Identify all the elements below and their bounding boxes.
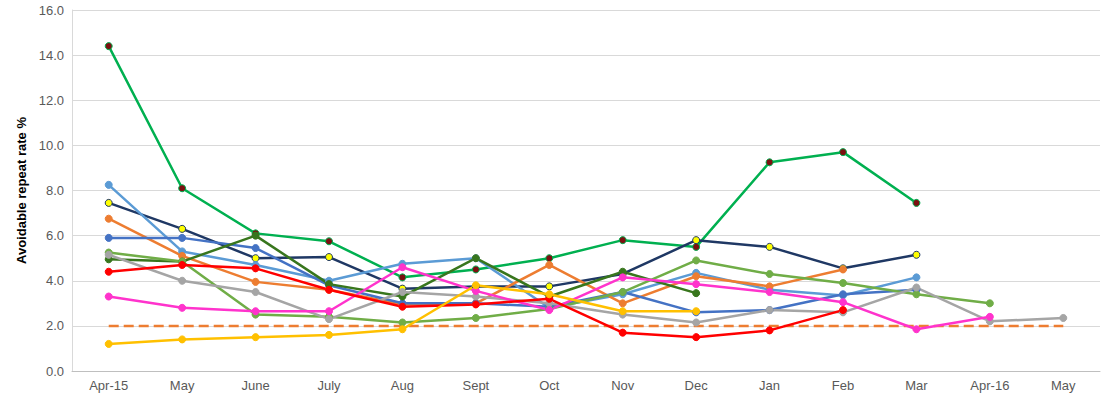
svg-text:12.0: 12.0 <box>39 93 64 108</box>
svg-text:2.0: 2.0 <box>46 318 64 333</box>
svg-text:8.0: 8.0 <box>46 183 64 198</box>
svg-text:Aug: Aug <box>391 378 414 393</box>
svg-text:Feb: Feb <box>832 378 854 393</box>
svg-text:Dec: Dec <box>685 378 709 393</box>
svg-text:0.0: 0.0 <box>46 364 64 379</box>
svg-text:Apr-16: Apr-16 <box>970 378 1009 393</box>
svg-text:Jan: Jan <box>759 378 780 393</box>
svg-text:Oct: Oct <box>539 378 560 393</box>
svg-text:May: May <box>170 378 195 393</box>
svg-text:14.0: 14.0 <box>39 48 64 63</box>
svg-text:Mar: Mar <box>905 378 928 393</box>
svg-text:6.0: 6.0 <box>46 228 64 243</box>
svg-text:July: July <box>317 378 341 393</box>
svg-text:Nov: Nov <box>611 378 635 393</box>
svg-text:June: June <box>241 378 269 393</box>
svg-text:Avoidable repeat rate %: Avoidable repeat rate % <box>14 117 29 264</box>
svg-text:Sept: Sept <box>462 378 489 393</box>
svg-text:4.0: 4.0 <box>46 273 64 288</box>
svg-text:10.0: 10.0 <box>39 138 64 153</box>
svg-text:May: May <box>1051 378 1076 393</box>
svg-text:16.0: 16.0 <box>39 3 64 18</box>
svg-text:Apr-15: Apr-15 <box>89 378 128 393</box>
